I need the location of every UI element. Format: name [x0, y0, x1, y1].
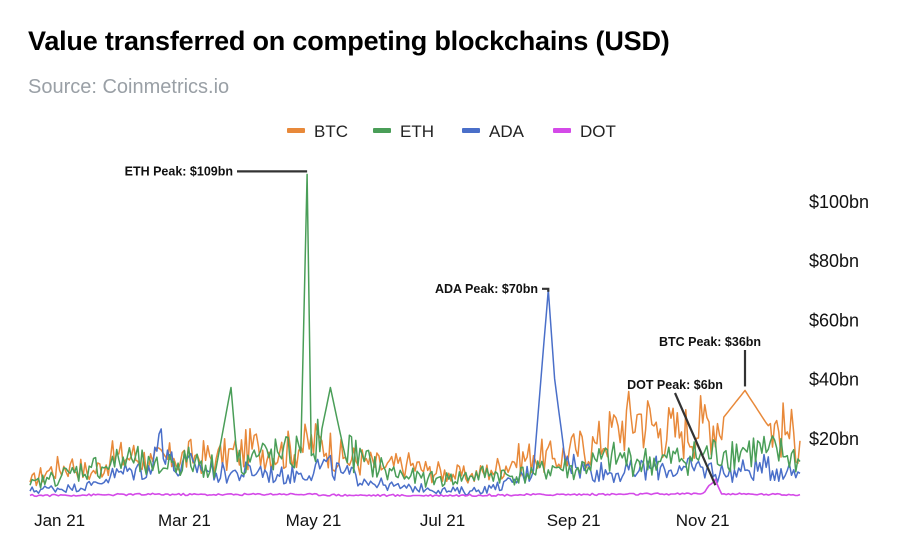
annotation-dot-peak: DOT Peak: $6bn	[627, 378, 723, 486]
legend-item-btc: BTC	[287, 122, 348, 141]
x-tick-label: Jul 21	[420, 511, 465, 530]
chart-source: Source: Coinmetrics.io	[28, 76, 230, 98]
x-tick-label: Mar 21	[158, 511, 211, 530]
annotation-layer: ETH Peak: $109bn ADA Peak: $70bn BTC Peak:…	[125, 164, 761, 486]
series-line-btc	[29, 389, 801, 487]
legend-label: ADA	[489, 122, 525, 141]
annotation-label: DOT Peak: $6bn	[627, 378, 723, 392]
y-tick-label: $100bn	[809, 192, 869, 212]
annotation-leader-line	[542, 287, 550, 292]
annotation-label: ETH Peak: $109bn	[125, 164, 233, 178]
legend-swatch	[553, 128, 571, 133]
chart-title: Value transferred on competing blockchai…	[28, 26, 670, 56]
annotation-leader-line	[673, 392, 717, 486]
legend-label: DOT	[580, 122, 616, 141]
legend-swatch	[373, 128, 391, 133]
series-layer	[29, 173, 801, 498]
annotation-label: BTC Peak: $36bn	[659, 335, 761, 349]
x-tick-label: Nov 21	[676, 511, 730, 530]
legend-label: BTC	[314, 122, 348, 141]
legend-item-eth: ETH	[373, 122, 434, 141]
annotation-label: ADA Peak: $70bn	[435, 282, 538, 296]
series-line-eth	[29, 173, 801, 489]
annotation-eth-peak: ETH Peak: $109bn	[125, 164, 308, 178]
series-line-ada	[29, 289, 801, 496]
series-line-dot	[29, 478, 801, 498]
y-tick-label: $40bn	[809, 370, 859, 390]
annotation-ada-peak: ADA Peak: $70bn	[435, 282, 550, 296]
legend-swatch	[287, 128, 305, 133]
x-tick-label: Jan 21	[34, 511, 85, 530]
legend-label: ETH	[400, 122, 434, 141]
legend-swatch	[462, 128, 480, 133]
x-axis: Jan 21 Mar 21 May 21 Jul 21 Sep 21 Nov 21	[34, 511, 730, 530]
legend-item-dot: DOT	[553, 122, 616, 141]
y-tick-label: $20bn	[809, 429, 859, 449]
x-tick-label: May 21	[286, 511, 342, 530]
annotation-btc-peak: BTC Peak: $36bn	[659, 335, 761, 387]
x-tick-label: Sep 21	[547, 511, 601, 530]
y-axis: $20bn $40bn $60bn $80bn $100bn	[809, 192, 869, 449]
chart-legend: BTC ETH ADA DOT	[287, 122, 616, 141]
y-tick-label: $80bn	[809, 251, 859, 271]
y-tick-label: $60bn	[809, 310, 859, 330]
legend-item-ada: ADA	[462, 122, 525, 141]
